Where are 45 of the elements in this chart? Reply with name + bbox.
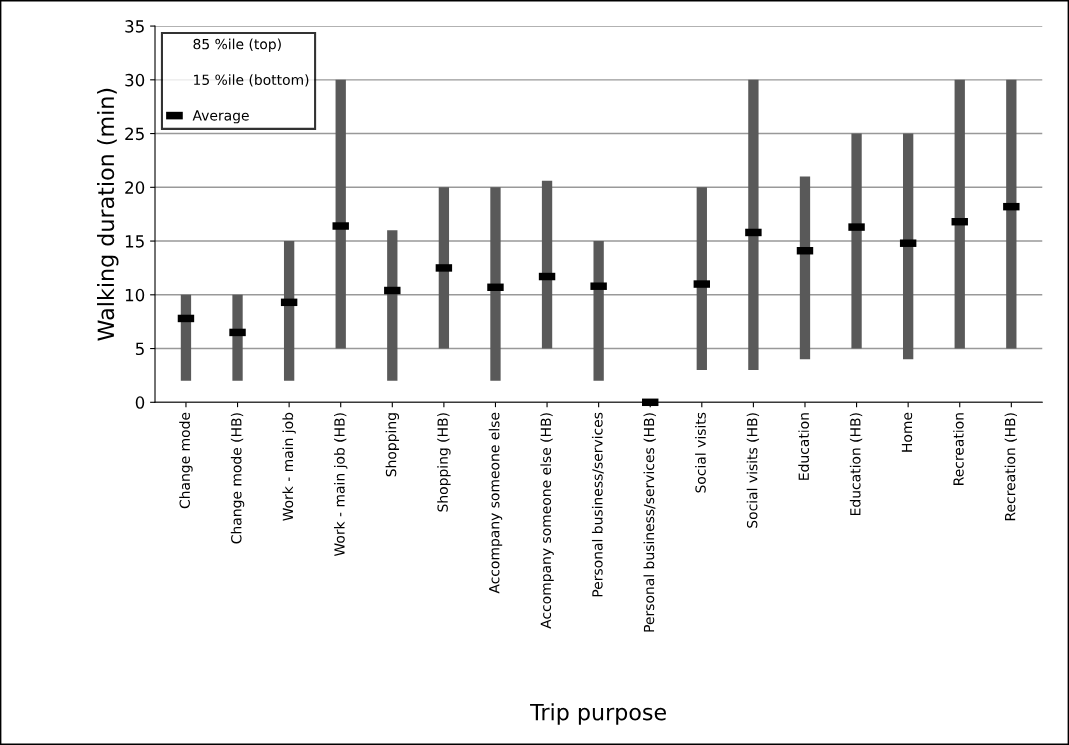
bar xyxy=(490,187,501,381)
y-tick-label: 15 xyxy=(125,235,144,248)
y-tick-label: 25 xyxy=(125,127,144,141)
x-tick-label: Accompany someone else (HB) xyxy=(540,413,554,629)
bar xyxy=(438,187,450,349)
x-tick-label: Personal business/services (HB) xyxy=(643,413,656,632)
bar xyxy=(902,133,914,360)
x-tick-label: Accompany someone else xyxy=(488,412,503,594)
x-tick-label: Education xyxy=(798,413,810,480)
legend-label: Average xyxy=(192,110,249,124)
x-tick-label: Work - main job xyxy=(282,412,296,521)
x-tick-label: Recreation xyxy=(953,413,964,485)
y-tick-label: 20 xyxy=(125,181,145,194)
x-tick-label: Home xyxy=(901,412,913,452)
x-tick-label: Personal business/services xyxy=(591,412,604,597)
bar xyxy=(851,133,862,349)
annotation: 15 %ile (bottom) xyxy=(194,74,309,87)
bar xyxy=(232,294,243,381)
x-axis-title: Trip purpose xyxy=(530,703,666,725)
bar xyxy=(593,241,604,381)
bar xyxy=(748,79,759,371)
y-tick-label: 5 xyxy=(135,342,144,356)
bar xyxy=(541,180,553,349)
x-tick-label: Change mode xyxy=(179,412,193,509)
x-tick-label: Social visits xyxy=(695,412,706,493)
bar xyxy=(283,241,295,381)
annotation: 85 %ile (top) xyxy=(193,38,281,53)
bar xyxy=(696,187,707,371)
bar xyxy=(954,79,965,349)
x-tick-label: Work - main job (HB) xyxy=(333,413,348,557)
x-tick-label: Recreation (HB) xyxy=(1004,413,1017,521)
y-tick-label: 35 xyxy=(125,20,144,33)
bar xyxy=(335,79,346,349)
x-tick-label: Shopping (HB) xyxy=(437,413,451,512)
bar xyxy=(1006,79,1017,349)
y-tick-label: 10 xyxy=(125,288,145,302)
y-axis-title: Walking duration (min) xyxy=(97,88,119,341)
bar xyxy=(799,176,811,360)
y-tick-label: 0 xyxy=(135,396,145,409)
x-tick-label: Change mode (HB) xyxy=(230,413,245,544)
x-tick-label: Social visits (HB) xyxy=(746,413,760,528)
y-tick-label: 30 xyxy=(125,73,145,87)
bar xyxy=(387,230,398,381)
x-tick-label: Shopping xyxy=(385,413,400,477)
x-tick-label: Education (HB) xyxy=(849,413,863,516)
